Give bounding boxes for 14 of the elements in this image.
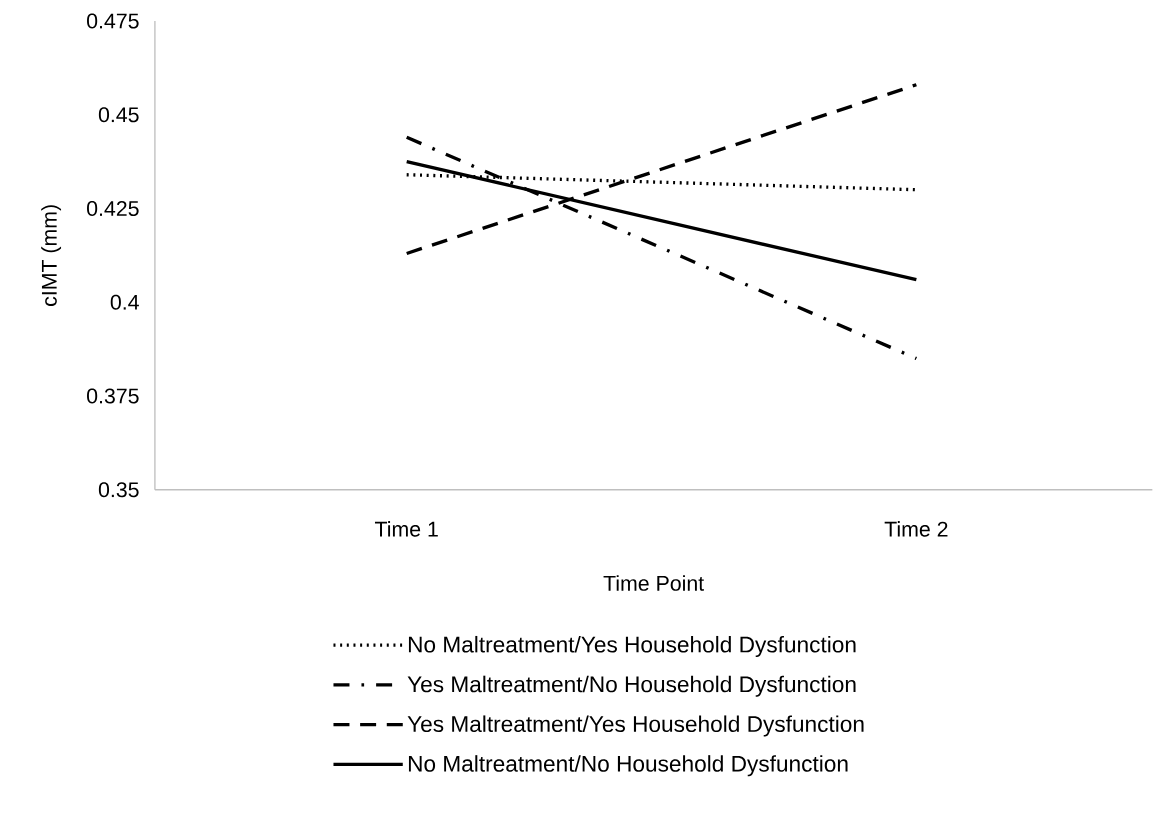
y-tick-label: 0.45: [98, 107, 139, 123]
legend-label: Yes Maltreatment/No Household Dysfunction: [407, 675, 856, 698]
y-tick-label: 0.35: [98, 482, 139, 498]
y-tick-label: 0.375: [87, 388, 139, 404]
y-tick-label: 0.4: [110, 294, 139, 311]
legend-label: No Maltreatment/Yes Household Dysfunction: [408, 636, 856, 658]
legend-label: Yes Maltreatment/Yes Household Dysfunction: [407, 715, 864, 737]
x-tick-label: Time 2: [884, 521, 948, 537]
x-tick-label: Time 1: [374, 521, 438, 537]
y-tick-label: 0.475: [87, 13, 139, 29]
y-tick-label: 0.425: [87, 201, 139, 217]
legend-label: No Maltreatment/No Household Dysfunction: [408, 755, 848, 777]
x-axis-title: Time Point: [603, 575, 704, 592]
y-axis-title: cIMT (mm): [41, 205, 62, 307]
